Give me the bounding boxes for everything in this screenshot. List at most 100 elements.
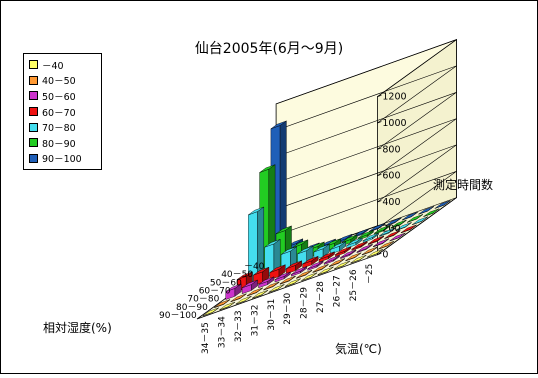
bar-top-face	[400, 224, 417, 233]
humidity-tick-label: 70－80	[187, 295, 219, 305]
temp-tick-label: 32－33	[234, 310, 244, 342]
bar-top-face	[318, 251, 335, 260]
bar-0-3	[252, 289, 268, 299]
bar-top-face	[284, 278, 301, 287]
bar-1-10	[378, 240, 395, 250]
humidity-tick-label: 40－50	[221, 270, 253, 280]
bar-top-face	[236, 271, 253, 280]
bar-top-face	[378, 241, 395, 250]
bar-6-0	[270, 120, 287, 268]
bar-3-6	[335, 246, 352, 257]
bar-top-face	[335, 246, 352, 255]
bar-top-face	[247, 287, 263, 296]
bar-1-0	[214, 299, 231, 309]
bar-2-9	[373, 238, 389, 248]
temp-tick-label: 30－31	[267, 299, 277, 331]
bar-top-face	[280, 246, 297, 255]
bar-top-face	[301, 272, 318, 281]
legend-item: 60－70	[29, 104, 101, 120]
bar-top-face	[214, 299, 231, 308]
legend-label: 70－80	[42, 123, 76, 135]
bar-top-face	[291, 266, 307, 275]
bar-4-8	[379, 227, 396, 237]
bar-1-8	[345, 252, 362, 262]
bar-top-face	[258, 276, 275, 285]
bar-2-4	[291, 266, 307, 277]
bar-top-face	[390, 219, 407, 228]
bar-6-10	[434, 200, 451, 209]
bar-top-face	[202, 307, 219, 316]
bar-top-face	[434, 200, 451, 209]
temp-tick-label: 26－27	[332, 275, 342, 307]
z-tick-label: 1000	[382, 118, 406, 129]
bar-2-0	[225, 283, 242, 300]
bar-top-face	[384, 230, 401, 239]
z-tick-mark	[377, 252, 382, 256]
bar-top-face	[219, 301, 236, 310]
bar-top-face	[270, 120, 287, 129]
z-tick-mark	[377, 147, 382, 150]
legend-label: 50－60	[42, 91, 76, 103]
legend: －40 40－50 50－60 60－70 70－80 80－90 90－100	[23, 53, 102, 171]
bar-3-3	[286, 260, 302, 275]
legend-item: 80－90	[29, 135, 101, 151]
bar-top-face	[230, 293, 247, 302]
legend-swatch	[29, 91, 38, 101]
temp-tick-label: －25	[365, 264, 375, 284]
bar-0-10	[366, 248, 383, 258]
bar-top-face	[368, 235, 384, 245]
bar-top-face	[264, 239, 281, 248]
legend-swatch	[29, 75, 38, 85]
bar-3-2	[269, 264, 286, 281]
bar-4-10	[412, 216, 428, 226]
bar-top-face	[292, 239, 309, 248]
temp-tick-label: 34－35	[201, 322, 211, 354]
bar-5-8	[390, 219, 407, 229]
bar-3-4	[302, 255, 319, 269]
z-gridline	[275, 92, 457, 157]
legend-item: 40－50	[29, 73, 101, 89]
temp-tick-label: 25－26	[349, 269, 359, 301]
bar-top-face	[263, 281, 280, 290]
bar-top-face	[296, 270, 313, 279]
z-gridline	[275, 118, 457, 184]
bar-4-5	[330, 241, 346, 255]
bar-3-7	[351, 241, 368, 251]
bar-2-7	[340, 249, 357, 259]
bar-6-8	[401, 211, 418, 221]
bar-2-1	[241, 279, 258, 295]
bar-0-7	[317, 266, 334, 276]
bar-top-face	[385, 217, 402, 226]
bar-top-face	[341, 234, 358, 243]
bar-top-face	[395, 222, 412, 231]
bar-4-6	[346, 237, 363, 249]
z-tick-label: 200	[382, 223, 400, 234]
bar-1-4	[279, 275, 296, 285]
z-tick-mark	[377, 94, 382, 98]
bar-5-9	[407, 214, 423, 223]
bar-3-1	[253, 266, 270, 286]
bar-0-4	[268, 284, 285, 293]
legend-item: －40	[29, 57, 101, 73]
bar-3-5	[318, 251, 335, 263]
z-tick-label: 600	[382, 171, 400, 182]
bar-top-face	[350, 255, 367, 264]
bar-1-2	[246, 287, 263, 297]
humidity-tick-label: －40	[244, 262, 265, 272]
bar-top-face	[279, 275, 296, 284]
humidity-tick-label: 50－60	[210, 278, 242, 288]
bar-top-face	[307, 260, 324, 269]
bar-top-face	[241, 279, 258, 288]
bar-top-face	[329, 258, 345, 267]
bar-top-face	[412, 216, 428, 225]
bar-top-face	[340, 249, 357, 258]
bar-top-face	[253, 267, 270, 276]
z-tick-label: 0	[382, 250, 388, 261]
bar-top-face	[373, 238, 389, 247]
bar-0-8	[334, 260, 350, 270]
bar-4-0	[248, 206, 264, 284]
humidity-tick-label: 90－100	[159, 311, 197, 321]
z-gridline	[275, 65, 457, 131]
z-tick-mark	[377, 200, 382, 203]
